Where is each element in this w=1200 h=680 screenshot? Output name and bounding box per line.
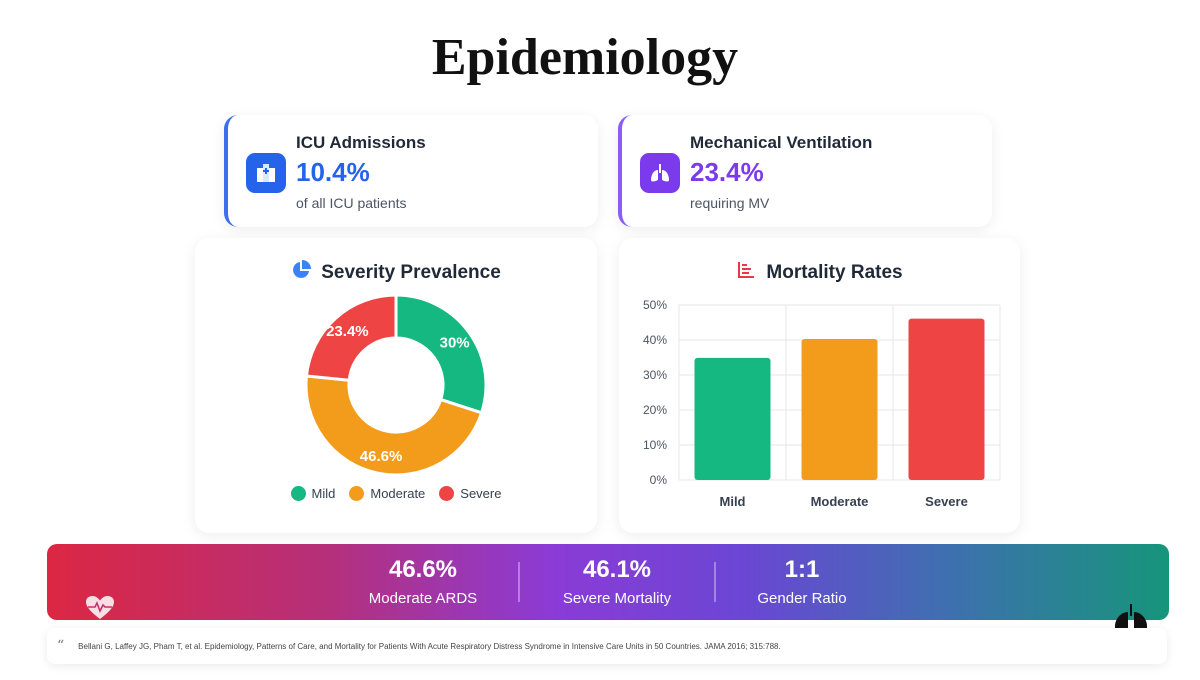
legend-item-moderate[interactable]: Moderate — [349, 486, 425, 501]
donut-data-label: 46.6% — [360, 448, 403, 465]
legend-label: Moderate — [370, 486, 426, 501]
stat-label: Mechanical Ventilation — [690, 133, 873, 152]
legend-label: Mild — [311, 486, 336, 501]
hospital-icon — [246, 153, 286, 193]
page-title: Epidemiology — [431, 29, 739, 86]
mortality-rates-panel: Mortality Rates 0% 10% 20% 30% 40% 50% Mild Mod… — [619, 238, 1020, 533]
severity-chart-title: Severity Prevalence — [321, 262, 501, 283]
donut-slice-mild[interactable] — [394, 293, 488, 415]
metric-value: 46.1% — [582, 556, 652, 583]
y-tick-label: 0% — [650, 473, 668, 487]
summary-banner: 46.6% Moderate ARDS 46.1% Severe Mortali… — [47, 544, 1169, 620]
severity-prevalence-panel: Severity Prevalence 30% 46.6% 23.4% Mild M… — [195, 238, 597, 533]
stat-subtext: requiring MV — [690, 195, 770, 211]
icu-admissions-card: ICU Admissions 10.4% of all ICU patients — [224, 115, 598, 227]
legend-item-severe[interactable]: Severe — [439, 486, 501, 501]
y-tick-label: 20% — [643, 403, 667, 417]
mechanical-ventilation-card: Mechanical Ventilation 23.4% requiring M… — [618, 115, 992, 227]
metric-gender-ratio: 1:1 Gender Ratio — [712, 556, 892, 607]
metric-value: 46.6% — [388, 556, 458, 583]
lungs-corner-icon — [1112, 604, 1150, 633]
bar-mild[interactable] — [694, 357, 771, 480]
pie-chart-icon — [291, 260, 312, 286]
bar-chart-icon — [736, 260, 756, 286]
y-tick-label: 40% — [643, 333, 667, 347]
donut-data-label: 23.4% — [326, 323, 369, 340]
x-tick-label: Severe — [925, 494, 968, 509]
heartbeat-icon — [85, 596, 115, 625]
severity-legend: Mild Moderate Severe — [195, 486, 597, 501]
stat-value: 10.4% — [296, 157, 370, 187]
x-tick-label: Mild — [720, 494, 746, 509]
legend-swatch — [349, 486, 365, 501]
lungs-icon — [640, 153, 680, 193]
stat-label: ICU Admissions — [296, 133, 426, 152]
donut-slice-severe[interactable] — [304, 293, 398, 382]
metric-value: 1:1 — [784, 556, 820, 583]
metric-label: Gender Ratio — [757, 590, 847, 607]
metric-severe-mortality: 46.1% Severe Mortality — [527, 556, 707, 607]
y-tick-label: 50% — [643, 298, 667, 312]
legend-item-mild[interactable]: Mild — [290, 486, 336, 501]
bar-severe[interactable] — [908, 318, 985, 480]
donut-slice-moderate[interactable] — [304, 374, 484, 477]
quote-icon: “ — [57, 638, 65, 654]
citation-box: “ Bellani G, Laffey JG, Pham T, et al. E… — [47, 628, 1167, 664]
metric-divider — [518, 562, 520, 602]
metric-divider — [714, 562, 716, 602]
mortality-chart-title: Mortality Rates — [766, 262, 903, 283]
x-tick-label: Moderate — [811, 494, 869, 509]
legend-swatch — [290, 486, 306, 501]
metric-moderate-ards: 46.6% Moderate ARDS — [333, 556, 513, 607]
legend-swatch — [439, 486, 455, 501]
severity-donut-chart: 30% 46.6% 23.4% — [304, 293, 488, 477]
mortality-bar-chart: 0% 10% 20% 30% 40% 50% Mild Moderate Severe — [643, 298, 1001, 509]
metric-label: Moderate ARDS — [368, 590, 478, 607]
y-tick-label: 30% — [643, 368, 667, 382]
citation-text: Bellani G, Laffey JG, Pham T, et al. Epi… — [78, 641, 781, 651]
y-tick-label: 10% — [643, 438, 667, 452]
metric-label: Severe Mortality — [562, 590, 672, 607]
stat-value: 23.4% — [690, 157, 764, 187]
donut-data-label: 30% — [440, 334, 470, 351]
stat-subtext: of all ICU patients — [296, 195, 407, 211]
legend-label: Severe — [460, 486, 502, 501]
bar-moderate[interactable] — [801, 338, 878, 480]
